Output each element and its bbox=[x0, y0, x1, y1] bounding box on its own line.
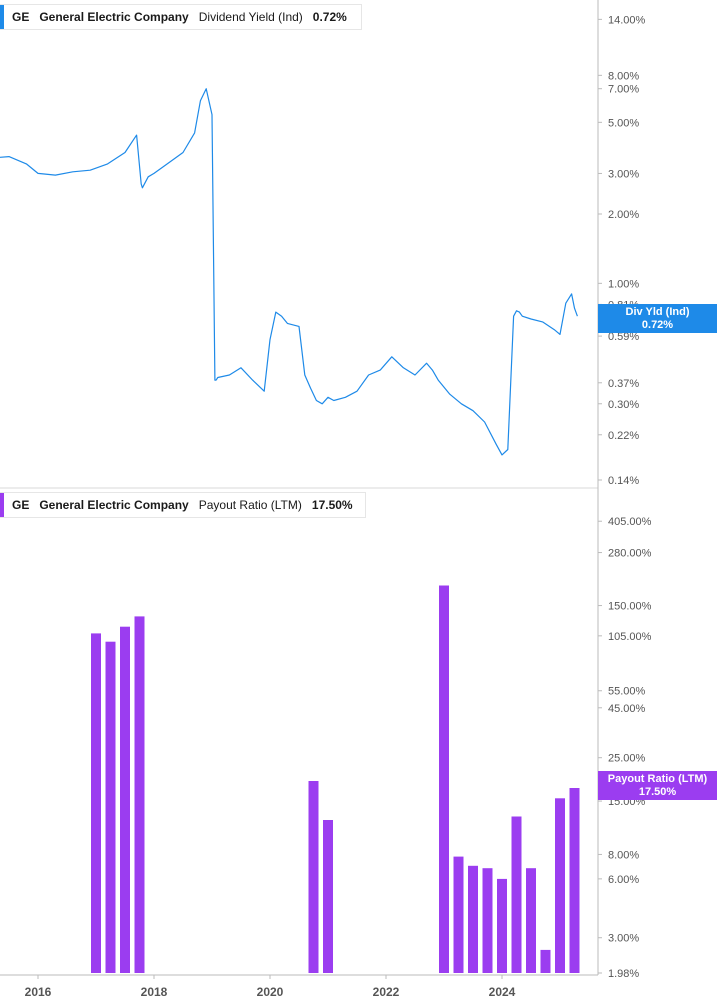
payout-ratio-value-tag: Payout Ratio (LTM) 17.50% bbox=[598, 771, 717, 800]
tag-label: Payout Ratio (LTM) bbox=[607, 773, 708, 785]
payout-ratio-bar bbox=[323, 820, 333, 973]
x-tick-label: 2024 bbox=[489, 985, 516, 999]
payout-ratio-legend: GE General Electric Company Payout Ratio… bbox=[0, 492, 366, 518]
y-tick-label: 5.00% bbox=[608, 117, 639, 129]
y-tick-label: 25.00% bbox=[608, 753, 646, 765]
y-tick-label: 8.00% bbox=[608, 849, 639, 861]
legend-metric: Payout Ratio (LTM) bbox=[198, 498, 302, 512]
tag-value: 17.50% bbox=[638, 786, 677, 798]
payout-ratio-bar bbox=[468, 865, 478, 973]
legend-value: 0.72% bbox=[312, 10, 347, 24]
payout-ratio-bar bbox=[91, 633, 101, 973]
legend-ticker: GE bbox=[12, 498, 30, 512]
x-tick-label: 2016 bbox=[25, 985, 52, 999]
payout-ratio-bar bbox=[308, 781, 319, 973]
payout-ratio-bars bbox=[91, 585, 580, 973]
y-tick-label: 280.00% bbox=[608, 548, 652, 560]
y-tick-label: 0.59% bbox=[608, 331, 639, 343]
tag-value: 0.72% bbox=[641, 319, 674, 331]
payout-ratio-bar bbox=[453, 856, 464, 973]
y-tick-label: 7.00% bbox=[608, 84, 639, 96]
payout-ratio-y-axis: 405.00% 280.00% 150.00% 105.00% 55.00% 45.00%… bbox=[598, 516, 652, 980]
payout-ratio-bar bbox=[120, 626, 130, 973]
y-tick-label: 1.98% bbox=[608, 968, 639, 980]
x-tick-label: 2018 bbox=[141, 985, 168, 999]
legend-ticker: GE bbox=[12, 10, 30, 24]
payout-ratio-panel: 405.00% 280.00% 150.00% 105.00% 55.00% 45.00%… bbox=[25, 516, 652, 999]
y-tick-label: 45.00% bbox=[608, 703, 646, 715]
legend-company: General Electric Company bbox=[39, 498, 189, 512]
payout-ratio-bar bbox=[555, 798, 565, 973]
y-tick-label: 3.00% bbox=[608, 933, 639, 945]
payout-ratio-bar bbox=[134, 616, 145, 973]
y-tick-label: 2.00% bbox=[608, 209, 639, 221]
dividend-yield-panel: 14.00%8.00%7.00%5.00%3.00%2.00%1.00%0.81… bbox=[0, 14, 646, 487]
yield-legend-swatch bbox=[0, 5, 4, 29]
y-tick-label: 0.22% bbox=[608, 430, 639, 442]
payout-ratio-bar bbox=[511, 816, 522, 973]
dividend-yield-legend: GE General Electric Company Dividend Yie… bbox=[0, 4, 362, 30]
payout-ratio-bar bbox=[497, 878, 507, 973]
payout-ratio-bar bbox=[569, 788, 580, 973]
dividend-yield-line bbox=[0, 88, 578, 456]
y-tick-label: 150.00% bbox=[608, 601, 652, 613]
y-tick-label: 6.00% bbox=[608, 874, 639, 886]
y-tick-label: 405.00% bbox=[608, 516, 652, 528]
tag-label: Div Yld (Ind) bbox=[625, 306, 690, 318]
payout-ratio-bar bbox=[105, 641, 116, 973]
x-axis: 2016 2018 2020 2022 2024 bbox=[25, 975, 516, 999]
payout-ratio-bar bbox=[482, 868, 493, 973]
y-tick-label: 1.00% bbox=[608, 278, 639, 290]
y-tick-label: 14.00% bbox=[608, 14, 646, 26]
legend-value: 17.50% bbox=[311, 498, 353, 512]
y-tick-label: 105.00% bbox=[608, 631, 652, 643]
x-tick-label: 2020 bbox=[257, 985, 284, 999]
payout-ratio-bar bbox=[439, 585, 449, 973]
dividend-yield-value-tag: Div Yld (Ind) 0.72% bbox=[598, 304, 717, 333]
y-tick-label: 3.00% bbox=[608, 168, 639, 180]
dividend-yield-y-axis: 14.00%8.00%7.00%5.00%3.00%2.00%1.00%0.81… bbox=[598, 14, 646, 487]
y-tick-label: 0.37% bbox=[608, 378, 639, 390]
payout-ratio-bar bbox=[526, 868, 536, 973]
x-tick-label: 2022 bbox=[373, 985, 400, 999]
payout-legend-swatch bbox=[0, 493, 4, 517]
payout-ratio-bar bbox=[540, 949, 551, 973]
legend-metric: Dividend Yield (Ind) bbox=[198, 10, 303, 24]
y-tick-label: 8.00% bbox=[608, 70, 639, 82]
y-tick-label: 0.30% bbox=[608, 399, 639, 411]
y-tick-label: 0.14% bbox=[608, 475, 639, 487]
legend-company: General Electric Company bbox=[39, 10, 189, 24]
y-tick-label: 55.00% bbox=[608, 686, 646, 698]
